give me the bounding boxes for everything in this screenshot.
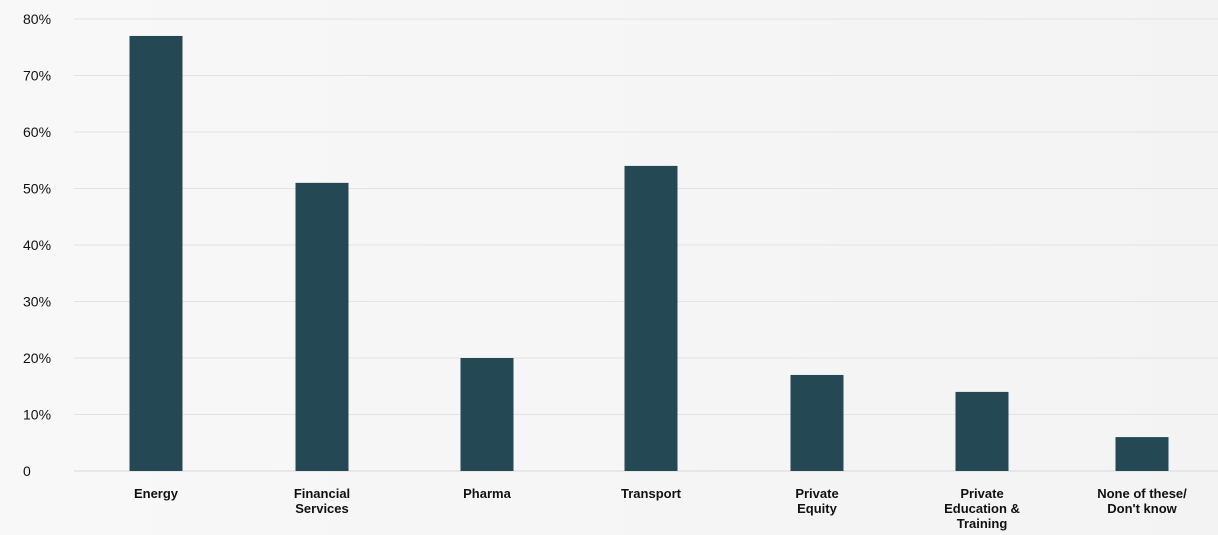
x-tick-label: Private Education & Training [944,486,1020,531]
x-tick-label: Energy [134,486,179,501]
bar [460,358,514,471]
bar [1115,437,1169,471]
y-tick-label: 60% [23,124,51,140]
bars [129,35,1169,471]
y-tick-label: 10% [23,407,51,423]
bar [129,35,183,471]
y-tick-label: 70% [23,68,51,84]
bar [955,391,1009,471]
x-tick-label: Financial Services [294,486,350,516]
x-tick-label: Pharma [463,486,511,501]
y-tick-label: 40% [23,237,51,253]
x-tick-label: Private Equity [795,486,838,516]
y-tick-label: 20% [23,350,51,366]
x-axis-labels: Energy Financial Services Pharma Transport Pr… [134,486,1187,531]
bar [624,165,678,471]
x-tick-label: Transport [621,486,682,501]
bar [790,374,844,471]
bar [295,182,349,471]
y-tick-label: 50% [23,181,51,197]
y-axis-ticks: 0 10% 20% 30% 40% 50% 60% 70% 80% [23,11,51,479]
y-tick-label: 80% [23,11,51,27]
y-tick-label: 0 [23,463,31,479]
y-tick-label: 30% [23,294,51,310]
x-tick-label: None of these/Don't know [1097,486,1187,516]
